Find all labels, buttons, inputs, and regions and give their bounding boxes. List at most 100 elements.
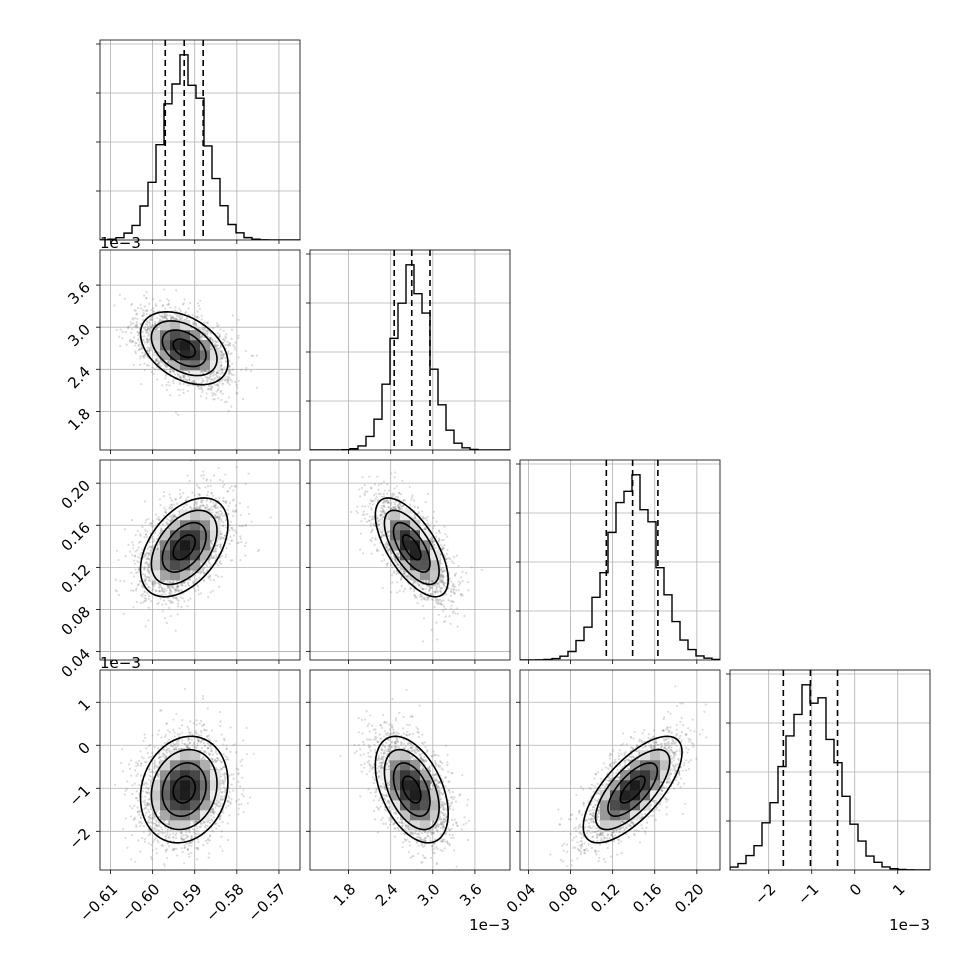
sample-point: [222, 354, 225, 357]
sample-point: [129, 340, 132, 343]
sample-point: [251, 354, 255, 357]
sample-point: [145, 576, 148, 579]
sample-point: [158, 498, 161, 501]
sample-point: [202, 504, 205, 507]
sample-point: [136, 555, 139, 559]
sample-point: [204, 332, 207, 335]
sample-point: [205, 330, 208, 333]
sample-point: [152, 298, 155, 301]
sample-point: [172, 515, 175, 518]
sample-point: [147, 597, 150, 601]
sample-point: [158, 362, 161, 365]
sample-point: [214, 345, 217, 349]
sample-point: [160, 528, 163, 531]
sample-point: [244, 482, 247, 485]
sample-point: [206, 508, 209, 511]
sample-point: [177, 602, 180, 605]
sample-point: [201, 326, 204, 329]
sample-point: [131, 341, 134, 344]
sample-point: [169, 306, 172, 309]
sample-point: [207, 596, 210, 599]
sample-point: [232, 498, 236, 501]
sample-point: [164, 316, 167, 319]
sample-point: [170, 503, 173, 506]
sample-point: [221, 524, 225, 527]
sample-point: [167, 302, 170, 305]
sample-point: [156, 359, 160, 362]
sample-point: [229, 378, 232, 381]
sample-point: [221, 512, 224, 515]
sample-point: [234, 341, 237, 344]
sample-point: [155, 358, 158, 361]
sample-point: [196, 584, 199, 587]
sample-point: [161, 589, 164, 592]
sample-point: [152, 310, 155, 313]
density-cell: [180, 330, 191, 341]
sample-point: [151, 525, 154, 528]
sample-point: [146, 364, 149, 367]
sample-point: [211, 392, 214, 395]
sample-point: [143, 575, 146, 578]
sample-point: [200, 474, 203, 477]
sample-point: [228, 342, 232, 345]
sample-point: [208, 562, 211, 565]
sample-point: [132, 547, 135, 550]
sample-point: [165, 383, 168, 387]
sample-point: [209, 479, 212, 482]
sample-point: [147, 552, 150, 555]
sample-point: [215, 512, 218, 515]
sample-point: [219, 365, 223, 368]
sample-point: [215, 390, 218, 393]
sample-point: [148, 328, 151, 331]
sample-point: [177, 589, 180, 592]
sample-point: [151, 535, 154, 538]
density-cell: [150, 340, 161, 351]
sample-point: [217, 384, 220, 387]
sample-point: [195, 506, 198, 510]
sample-point: [230, 520, 233, 524]
sample-point: [228, 370, 231, 374]
sample-point: [213, 550, 217, 553]
sample-point: [181, 584, 184, 587]
sample-point: [172, 586, 175, 589]
sample-point: [220, 562, 223, 565]
sample-point: [220, 351, 224, 355]
sample-point: [210, 348, 213, 351]
sample-point: [170, 507, 173, 510]
sample-point: [226, 490, 229, 493]
sample-point: [249, 370, 253, 373]
sample-point: [255, 354, 259, 357]
sample-point: [131, 340, 134, 343]
sample-point: [220, 354, 223, 357]
sample-point: [218, 333, 221, 336]
sample-point: [169, 601, 172, 604]
sample-point: [165, 589, 168, 592]
panel-frame: [99, 249, 301, 451]
sample-point: [206, 564, 209, 568]
sample-point: [158, 518, 161, 521]
sample-point: [139, 534, 142, 537]
sample-point: [220, 389, 223, 392]
y-tick-label: 3.0: [64, 320, 94, 350]
sample-point: [220, 518, 223, 521]
sample-point: [206, 493, 209, 497]
sample-point: [208, 337, 211, 340]
sample-point: [171, 506, 174, 509]
sample-point: [143, 590, 147, 593]
sample-point: [173, 317, 176, 320]
sample-point: [151, 525, 154, 528]
sample-point: [152, 373, 155, 376]
sample-point: [236, 542, 239, 545]
sample-point: [164, 307, 167, 310]
sample-point: [167, 586, 171, 589]
sample-point: [182, 376, 185, 379]
sample-point: [223, 483, 226, 486]
sample-point: [219, 543, 222, 546]
sample-point: [171, 513, 174, 517]
sample-point: [244, 524, 247, 527]
sample-point: [181, 316, 184, 319]
sample-point: [157, 361, 160, 364]
sample-point: [215, 544, 219, 547]
sample-point: [170, 601, 173, 604]
sample-point: [209, 386, 212, 389]
